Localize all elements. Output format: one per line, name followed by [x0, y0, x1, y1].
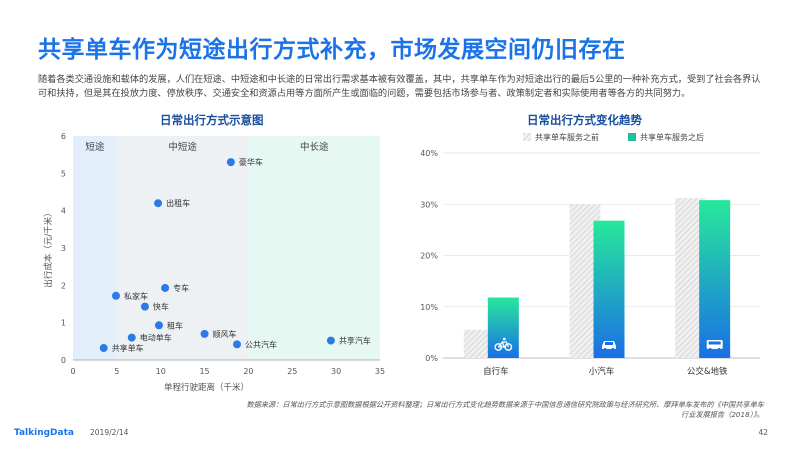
point-label: 快车 — [153, 302, 169, 312]
scatter-point — [111, 291, 120, 300]
scatter-point — [154, 199, 163, 208]
point-label: 共享单车 — [112, 343, 144, 353]
point-label: 顺风车 — [213, 329, 237, 339]
bar-after — [593, 220, 625, 358]
y-tick-label: 20% — [420, 252, 438, 261]
x-tick-label: 20 — [243, 367, 253, 376]
y-tick-label: 4 — [61, 207, 66, 216]
y-tick-label: 5 — [61, 169, 66, 178]
bar-after — [699, 200, 731, 358]
y-axis-title: 出行成本（元/千米） — [43, 208, 54, 287]
point-label: 租车 — [167, 320, 183, 330]
y-tick-label: 1 — [61, 319, 66, 328]
scatter-point — [154, 321, 163, 330]
bar-chart: 0% 10% 20% 30% 40% 自行车 小汽车 公交&地铁 共享单车服务之前 共享单车服… — [420, 132, 760, 377]
scatter-point — [161, 283, 170, 292]
point-label: 私家车 — [124, 291, 148, 301]
bar-chart-title: 日常出行方式变化趋势 — [527, 113, 642, 127]
bicycle-icon — [494, 337, 513, 351]
legend-swatch-after — [628, 133, 636, 141]
y-tick-label: 3 — [61, 244, 66, 253]
x-tick-label: 5 — [114, 367, 119, 376]
footer-date: 2019/2/14 — [90, 428, 129, 437]
page-number: 42 — [758, 428, 768, 437]
point-label: 专车 — [173, 283, 189, 293]
scatter-point — [140, 302, 149, 311]
zone-label: 中短途 — [168, 141, 197, 153]
legend-swatch-before — [523, 133, 531, 141]
bar-after — [487, 297, 519, 358]
scatter-point — [200, 329, 209, 338]
y-tick-label: 0% — [425, 354, 438, 363]
scatter-point — [233, 340, 242, 349]
scatter-point — [226, 158, 235, 167]
x-tick-label: 15 — [199, 367, 209, 376]
point-label: 电动单车 — [140, 333, 172, 343]
page-title: 共享单车作为短途出行方式补充，市场发展空间仍旧存在 — [38, 37, 626, 63]
x-tick-label: 自行车 — [483, 366, 509, 377]
x-tick-label: 35 — [375, 367, 385, 376]
brand-logo: TalkingData — [14, 428, 74, 438]
legend-label-after: 共享单车服务之后 — [640, 132, 704, 142]
x-axis-title: 单程行驶距离（千米） — [164, 382, 249, 393]
zone-label: 中长途 — [300, 141, 329, 153]
point-label: 出租车 — [166, 198, 190, 208]
legend-label-before: 共享单车服务之前 — [535, 132, 599, 142]
scatter-chart-title: 日常出行方式示意图 — [160, 113, 264, 127]
scatter-point — [326, 336, 335, 345]
x-tick-label: 30 — [331, 367, 341, 376]
y-tick-label: 10% — [420, 303, 438, 312]
y-tick-label: 2 — [61, 281, 66, 290]
point-label: 共享汽车 — [339, 336, 371, 346]
zone-band — [116, 136, 249, 360]
zone-band — [248, 136, 380, 360]
x-tick-label: 25 — [287, 367, 297, 376]
x-tick-label: 小汽车 — [589, 366, 615, 377]
zone-band — [73, 136, 117, 360]
zone-label: 短途 — [85, 141, 105, 153]
y-tick-label: 40% — [420, 149, 438, 158]
y-tick-label: 6 — [61, 132, 66, 141]
scatter-point — [127, 333, 136, 342]
y-tick-label: 30% — [420, 200, 438, 209]
point-label: 公共汽车 — [245, 339, 277, 349]
car-icon — [602, 341, 616, 351]
x-tick-label: 0 — [70, 367, 75, 376]
scatter-point — [99, 344, 108, 353]
data-source-note: 数据来源：日常出行方式示意图数据根据公开资料整理；日常出行方式变化趋势数据来源于… — [246, 400, 764, 419]
x-tick-label: 10 — [156, 367, 166, 376]
bus-icon — [706, 340, 723, 351]
scatter-chart: 短途 中短途 中长途 0 5 10 15 20 25 30 35 0 1 2 3 4 5 6 单程行驶距离（千米）… — [43, 132, 385, 393]
y-tick-label: 0 — [61, 356, 66, 365]
point-label: 豪华车 — [239, 157, 263, 167]
intro-paragraph: 随着各类交通设施和载体的发展，人们在短途、中短途和中长途的日常出行需求基本被有效… — [38, 74, 761, 99]
x-tick-label: 公交&地铁 — [687, 366, 728, 377]
